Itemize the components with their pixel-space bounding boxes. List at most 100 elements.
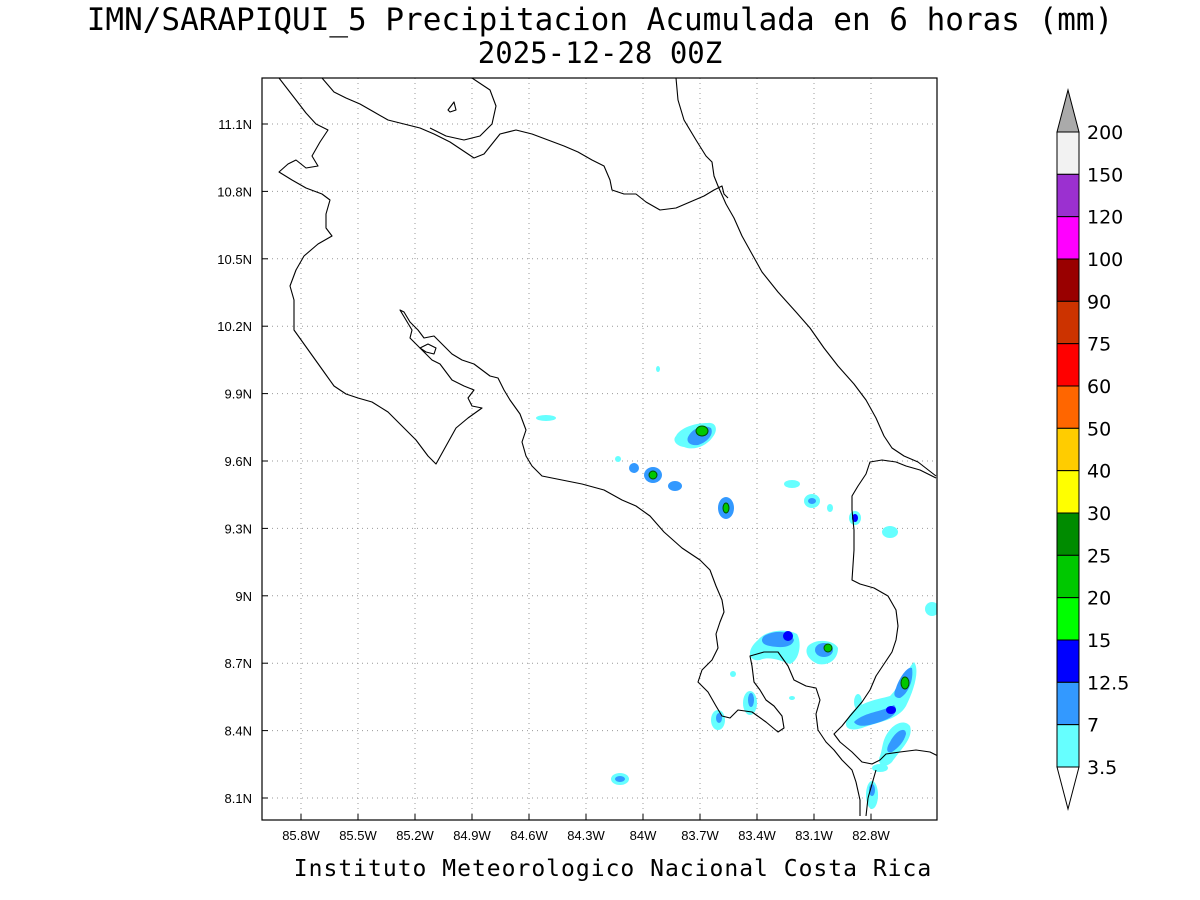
precip-cell	[743, 691, 757, 715]
map-title: IMN/SARAPIQUI_5 Precipitacion Acumulada …	[86, 2, 1114, 38]
precip-cell	[806, 640, 838, 665]
lat-tick-label: 10.2N	[217, 319, 252, 334]
colorbar-label: 3.5	[1087, 757, 1117, 779]
lat-tick-label: 8.7N	[225, 656, 252, 671]
colorbar-swatch	[1056, 681, 1080, 726]
colorbar-label: 120	[1087, 207, 1123, 229]
colorbar-label: 30	[1087, 503, 1111, 525]
map-datetime: 2025-12-28 00Z	[477, 36, 723, 70]
lon-tick-label: 84W	[630, 828, 657, 843]
lake-nicaragua-islet	[447, 101, 457, 113]
colorbar-swatch	[1056, 554, 1080, 599]
lat-tick-label: 9N	[235, 589, 252, 604]
map-frame	[261, 77, 938, 821]
map-grid	[262, 78, 937, 820]
lat-tick-label: 8.4N	[225, 724, 252, 739]
colorbar-label: 90	[1087, 291, 1111, 313]
precip-cell	[925, 602, 937, 616]
lon-tick-label: 82.8W	[852, 828, 890, 843]
colorbar-label: 25	[1087, 545, 1111, 567]
precip-cell	[878, 722, 911, 766]
lon-tick-label: 85.5W	[339, 828, 377, 843]
lon-tick-label: 83.1W	[795, 828, 833, 843]
precip-cell	[804, 494, 820, 508]
longitude-axis: 85.8W 85.5W 85.2W 84.9W 84.6W 84.3W 84W 83.7W 83…	[282, 814, 891, 843]
lon-tick-label: 83.4W	[738, 828, 776, 843]
colorbar-swatch	[1056, 343, 1080, 387]
lat-tick-label: 9.6N	[225, 454, 252, 469]
caribbean-coast	[675, 78, 937, 477]
lon-tick-label: 85.8W	[282, 828, 320, 843]
precipitation-areas	[536, 366, 937, 809]
colorbar-swatch	[1056, 512, 1080, 556]
colorbar-swatch	[1056, 470, 1080, 514]
colorbar-label: 50	[1087, 418, 1111, 440]
precip-cell	[629, 463, 639, 473]
lon-tick-label: 85.2W	[396, 828, 434, 843]
lon-tick-label: 83.7W	[681, 828, 719, 843]
colorbar-swatch	[1056, 427, 1080, 472]
coastlines	[278, 78, 937, 817]
colorbar-swatch	[1056, 258, 1080, 302]
lat-tick-label: 11.1N	[218, 117, 252, 132]
precip-cell	[711, 710, 725, 730]
colorbar-swatch	[1056, 724, 1080, 768]
nicaragua-east-coast	[429, 78, 497, 141]
burica-peninsula	[865, 769, 877, 817]
colorbar-swatch	[1056, 216, 1080, 260]
colorbar-label: 75	[1087, 334, 1111, 356]
panama-border	[833, 459, 937, 765]
precip-cell	[866, 781, 878, 809]
lat-tick-label: 9.9N	[225, 387, 252, 402]
lat-tick-label: 9.3N	[225, 521, 252, 536]
precip-cell	[615, 456, 621, 462]
colorbar-label: 60	[1087, 376, 1111, 398]
colorbar-swatch	[1056, 131, 1080, 175]
precip-cell	[536, 415, 556, 421]
precip-cell	[656, 366, 660, 372]
colorbar-swatch	[1056, 597, 1080, 641]
precip-cell	[730, 671, 736, 677]
precip-cell	[674, 422, 716, 449]
colorbar: 200 150 120 100 90 75 60 50 40 30 25 20 15 12.5 7 3.5	[1056, 88, 1129, 811]
precip-cell	[882, 526, 898, 538]
colorbar-label: 200	[1087, 122, 1123, 144]
precip-cell	[789, 696, 795, 700]
lon-tick-label: 84.9W	[453, 828, 491, 843]
colorbar-label: 20	[1087, 588, 1111, 610]
precip-cell	[749, 630, 800, 664]
precip-cell	[784, 480, 800, 488]
nicaragua-border	[321, 78, 729, 211]
colorbar-label: 150	[1087, 164, 1123, 186]
precip-cell	[668, 481, 682, 491]
precip-cell	[718, 497, 734, 519]
lon-tick-label: 84.3W	[567, 828, 605, 843]
pacific-coastline	[278, 78, 861, 816]
precip-cell	[872, 764, 888, 772]
colorbar-over-arrow	[1056, 88, 1080, 133]
latitude-axis: 11.1N 10.8N 10.5N 10.2N 9.9N 9.6N 9.3N 9N 8.7N 8.…	[217, 117, 268, 806]
precip-cell	[827, 504, 833, 512]
colorbar-swatch	[1056, 639, 1080, 683]
nicoya-island	[419, 343, 437, 355]
colorbar-label: 100	[1087, 249, 1123, 271]
colorbar-swatch	[1056, 300, 1080, 345]
precip-cell	[611, 773, 629, 785]
precip-cell	[845, 662, 917, 730]
colorbar-swatch	[1056, 173, 1080, 218]
lat-tick-label: 8.1N	[225, 791, 252, 806]
colorbar-label: 40	[1087, 461, 1111, 483]
colorbar-label: 12.5	[1087, 672, 1129, 694]
precip-cell	[854, 694, 862, 710]
lon-tick-label: 84.6W	[510, 828, 548, 843]
precip-cell	[644, 467, 662, 483]
colorbar-label: 7	[1087, 715, 1099, 737]
colorbar-label: 15	[1087, 630, 1111, 652]
lat-tick-label: 10.5N	[217, 252, 252, 267]
lat-tick-label: 10.8N	[217, 184, 252, 199]
credit-footer: Instituto Meteorologico Nacional Costa R…	[293, 856, 933, 882]
precip-cell	[849, 511, 861, 525]
colorbar-swatch	[1056, 385, 1080, 429]
colorbar-under-arrow	[1056, 766, 1080, 811]
